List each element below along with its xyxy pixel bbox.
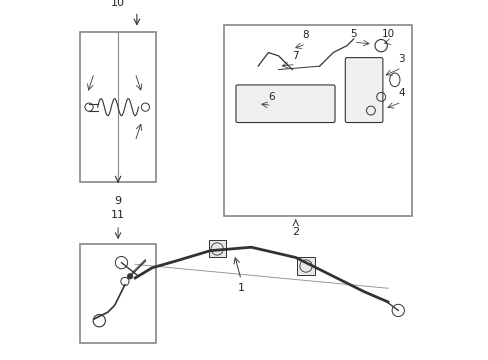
Text: 3: 3 [398,54,404,64]
Text: 10: 10 [111,0,125,8]
Text: 5: 5 [350,29,356,39]
Text: 2: 2 [292,227,299,237]
Text: 6: 6 [268,92,275,102]
Text: 7: 7 [292,51,299,61]
Text: 4: 4 [398,89,404,99]
Text: 8: 8 [302,30,309,40]
Bar [208,240,225,257]
Circle shape [127,274,133,279]
FancyBboxPatch shape [345,58,382,122]
Text: 9: 9 [114,196,122,206]
Text: 10: 10 [381,29,394,39]
FancyBboxPatch shape [236,85,334,122]
Text: 1: 1 [237,283,244,293]
Text: 11: 11 [111,210,125,220]
Bar [224,25,411,216]
Bar [81,32,155,182]
Bar [297,257,314,275]
Bar [81,244,155,343]
